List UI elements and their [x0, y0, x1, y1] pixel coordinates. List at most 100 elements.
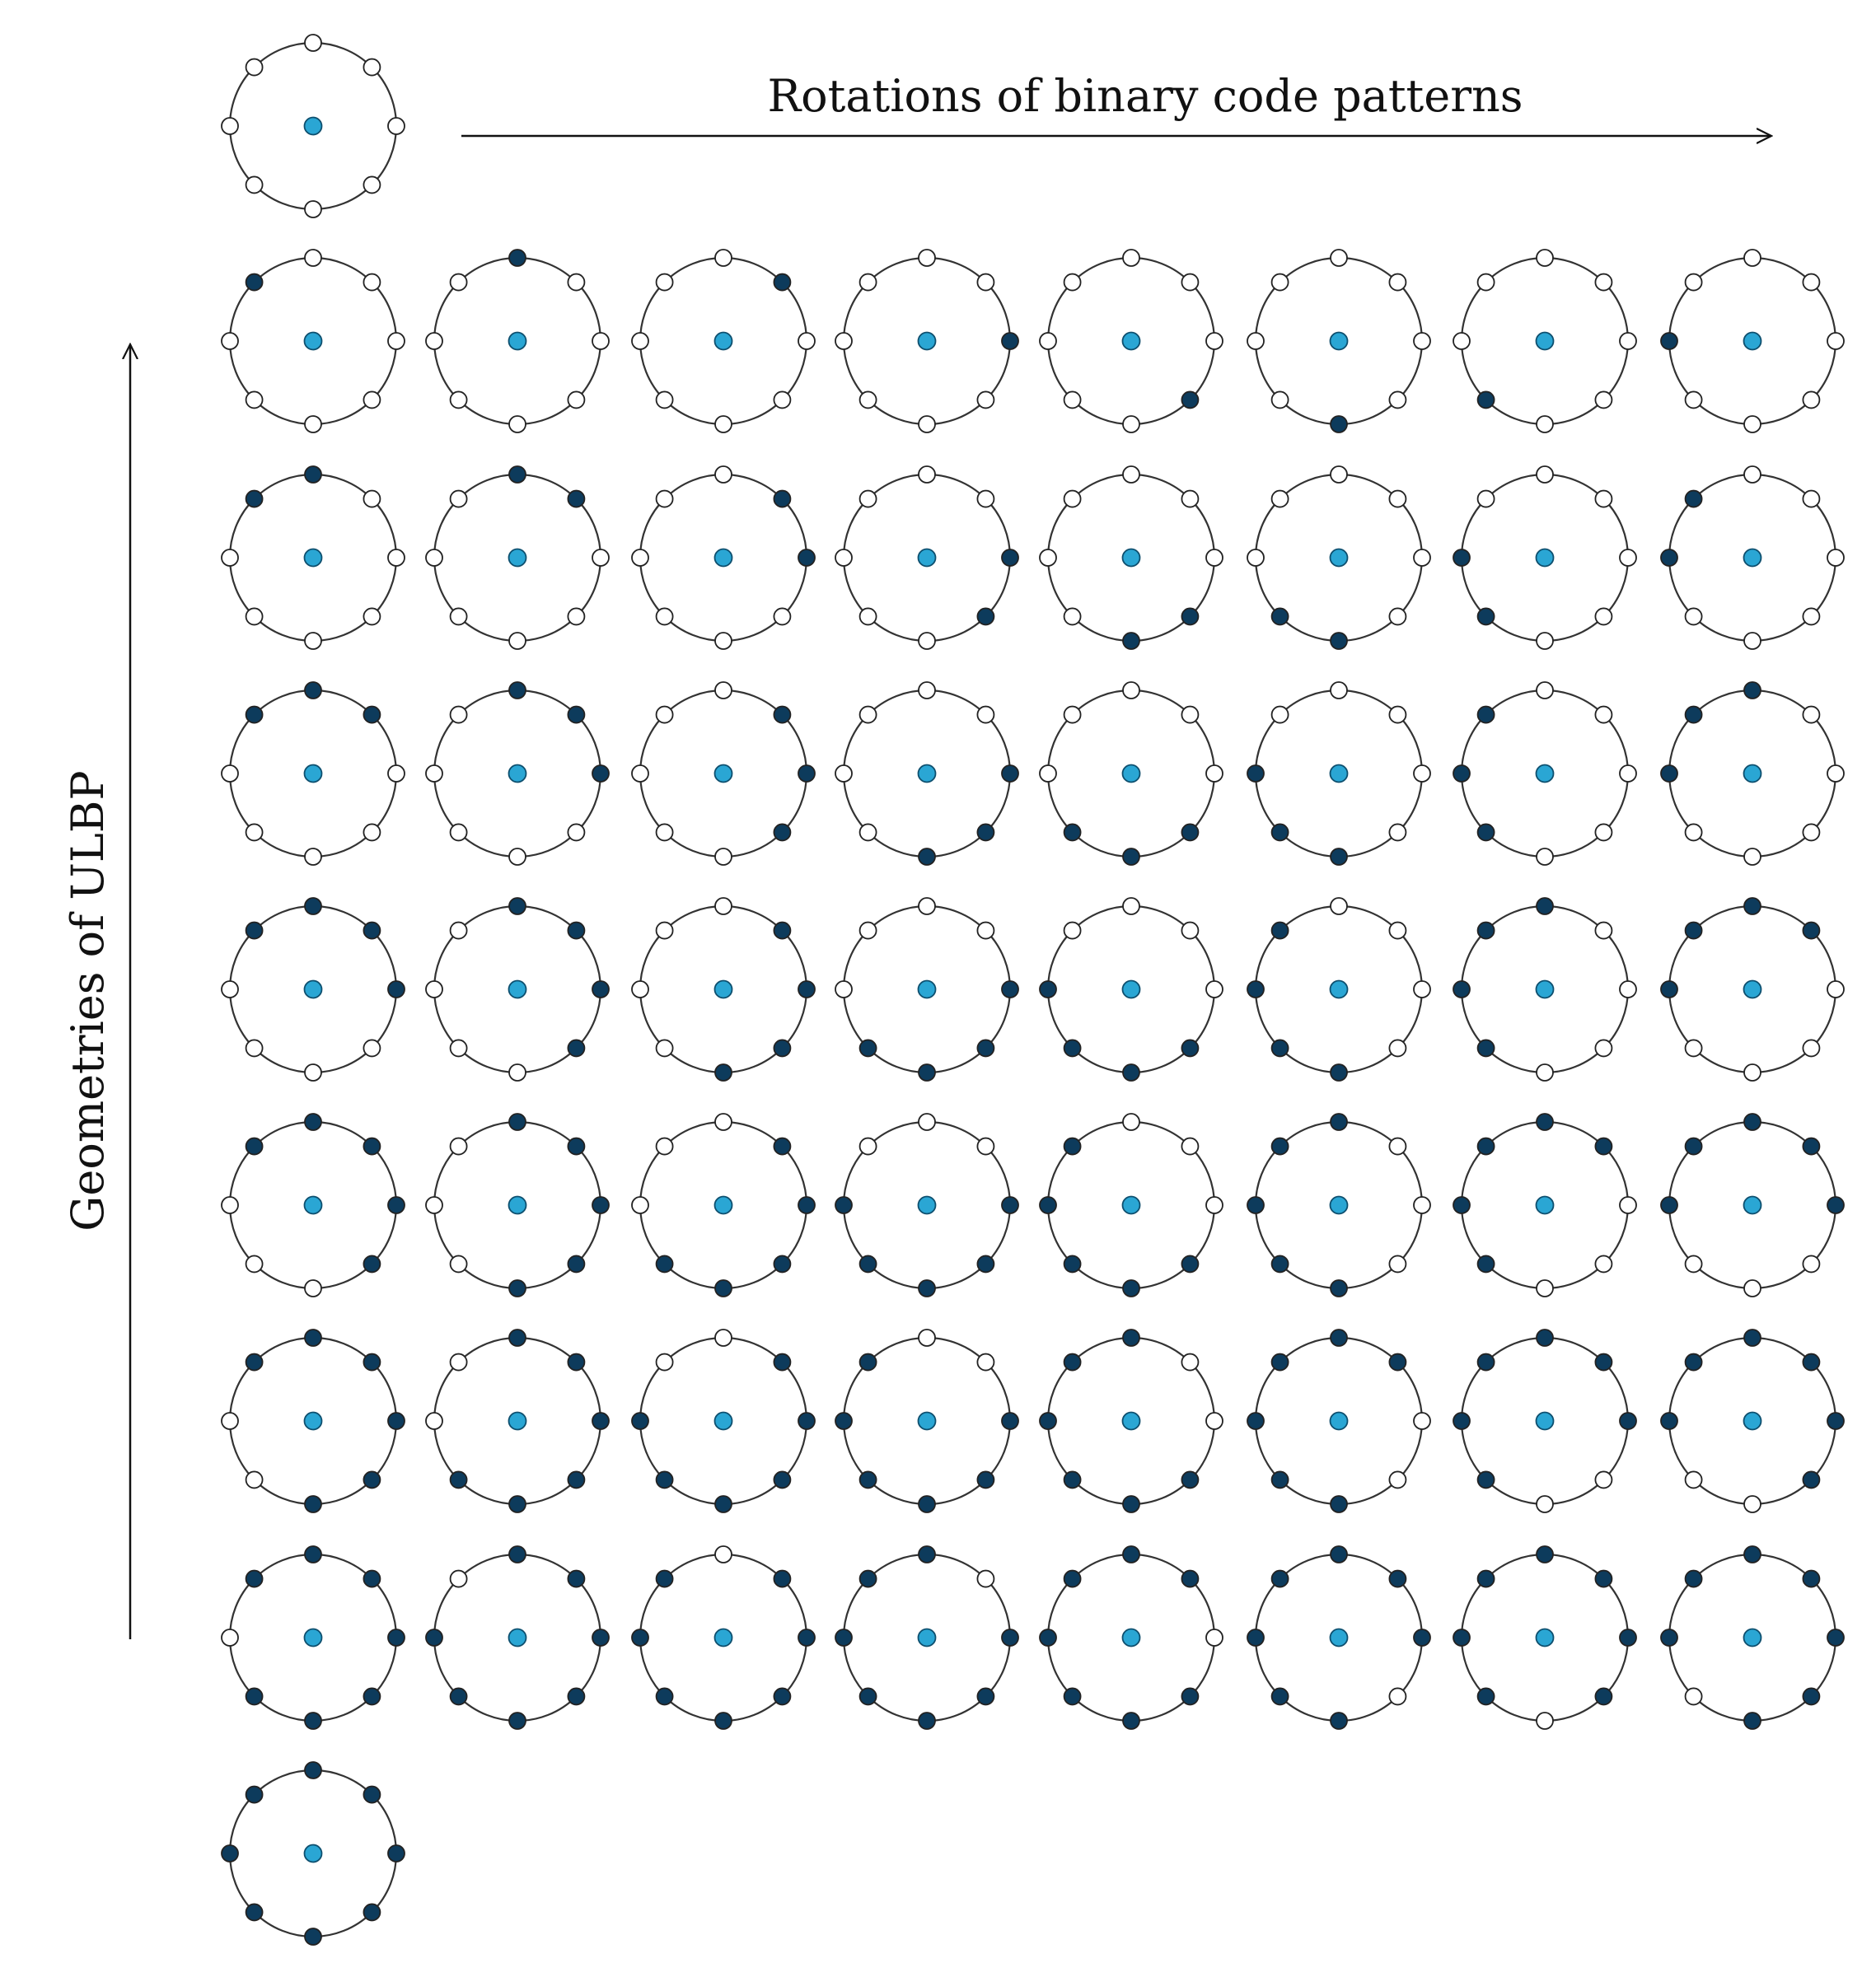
center-node: [1743, 979, 1762, 999]
active-neighbor-node: [567, 705, 586, 724]
center-node: [1121, 331, 1141, 351]
active-neighbor-node: [976, 1039, 995, 1058]
inactive-neighbor-node: [1181, 1137, 1200, 1156]
inactive-neighbor-node: [1594, 1255, 1613, 1274]
lbp-pattern-one-bit-8: [1660, 249, 1845, 433]
active-neighbor-node: [567, 1039, 586, 1058]
active-neighbor-node: [1270, 607, 1289, 626]
lbp-pattern-four-bit-2: [425, 897, 610, 1082]
center-node: [917, 548, 937, 568]
inactive-neighbor-node: [773, 607, 792, 626]
center-node: [1743, 548, 1762, 568]
lbp-pattern-three-bit-6: [1247, 681, 1431, 866]
active-neighbor-node: [592, 980, 610, 998]
center-node: [917, 331, 937, 351]
inactive-neighbor-node: [976, 1353, 995, 1372]
inactive-neighbor-node: [1684, 390, 1703, 409]
inactive-neighbor-node: [714, 1329, 732, 1347]
inactive-neighbor-node: [1619, 764, 1637, 783]
active-neighbor-node: [773, 1137, 792, 1156]
active-neighbor-node: [387, 1196, 405, 1214]
active-neighbor-node: [1330, 1279, 1348, 1297]
active-neighbor-node: [304, 1113, 322, 1131]
inactive-neighbor-node: [1684, 1470, 1703, 1489]
active-neighbor-node: [773, 823, 792, 842]
inactive-neighbor-node: [221, 117, 239, 135]
inactive-neighbor-node: [1388, 1470, 1407, 1489]
inactive-neighbor-node: [304, 34, 322, 52]
inactive-neighbor-node: [449, 273, 468, 292]
inactive-neighbor-node: [221, 1196, 239, 1214]
inactive-neighbor-node: [425, 1412, 443, 1430]
inactive-neighbor-node: [1802, 823, 1821, 842]
lbp-pattern-four-bit-6: [1247, 897, 1431, 1082]
inactive-neighbor-node: [714, 897, 732, 915]
active-neighbor-node: [425, 1629, 443, 1647]
lbp-pattern-four-bit-8: [1660, 897, 1845, 1082]
active-neighbor-node: [1181, 1470, 1200, 1489]
active-neighbor-node: [1330, 632, 1348, 650]
inactive-neighbor-node: [425, 1196, 443, 1214]
active-neighbor-node: [1181, 823, 1200, 842]
center-node: [303, 331, 323, 351]
inactive-neighbor-node: [1330, 897, 1348, 915]
active-neighbor-node: [1270, 1255, 1289, 1274]
lbp-pattern-one-bit-3: [631, 249, 816, 433]
center-node: [1535, 764, 1555, 783]
active-neighbor-node: [363, 921, 381, 940]
active-neighbor-node: [714, 1279, 732, 1297]
active-neighbor-node: [567, 1353, 586, 1372]
active-neighbor-node: [508, 897, 526, 915]
inactive-neighbor-node: [449, 1569, 468, 1588]
inactive-neighbor-node: [1536, 1279, 1554, 1297]
center-node: [1329, 1195, 1349, 1215]
active-neighbor-node: [1619, 1629, 1637, 1647]
active-neighbor-node: [592, 1412, 610, 1430]
inactive-neighbor-node: [304, 848, 322, 866]
center-node: [713, 1628, 733, 1648]
active-neighbor-node: [508, 1712, 526, 1730]
active-neighbor-node: [1453, 1412, 1471, 1430]
active-neighbor-node: [1802, 1569, 1821, 1588]
lbp-pattern-three-bit-3: [631, 681, 816, 866]
active-neighbor-node: [976, 823, 995, 842]
rotation-axis-label: Rotations of binary code patterns: [767, 70, 1523, 122]
active-neighbor-node: [1660, 1412, 1678, 1430]
inactive-neighbor-node: [1413, 764, 1431, 783]
inactive-neighbor-node: [655, 1353, 674, 1372]
active-neighbor-node: [1039, 1196, 1057, 1214]
active-neighbor-node: [592, 764, 610, 783]
inactive-neighbor-node: [387, 332, 405, 350]
active-neighbor-node: [1684, 1137, 1703, 1156]
active-neighbor-node: [1388, 1353, 1407, 1372]
active-neighbor-node: [1476, 1569, 1495, 1588]
active-neighbor-node: [1684, 1353, 1703, 1372]
active-neighbor-node: [1001, 1196, 1019, 1214]
center-node: [917, 1195, 937, 1215]
lbp-pattern-six-bit-3: [631, 1329, 816, 1513]
active-neighbor-node: [858, 1039, 877, 1058]
active-neighbor-node: [1039, 980, 1057, 998]
inactive-neighbor-node: [1684, 607, 1703, 626]
active-neighbor-node: [773, 273, 792, 292]
lbp-pattern-five-bit-8: [1660, 1113, 1845, 1297]
active-neighbor-node: [1270, 1470, 1289, 1489]
active-neighbor-node: [1476, 607, 1495, 626]
inactive-neighbor-node: [1802, 705, 1821, 724]
inactive-neighbor-node: [976, 1137, 995, 1156]
active-neighbor-node: [1122, 848, 1140, 866]
lbp-pattern-five-bit-7: [1453, 1113, 1637, 1297]
active-neighbor-node: [1743, 897, 1761, 915]
active-neighbor-node: [1247, 1629, 1265, 1647]
inactive-neighbor-node: [655, 390, 674, 409]
lbp-pattern-two-bit-6: [1247, 465, 1431, 650]
lbp-pattern-five-bit-4: [835, 1113, 1019, 1297]
inactive-neighbor-node: [1063, 921, 1082, 940]
active-neighbor-node: [1660, 980, 1678, 998]
inactive-neighbor-node: [1413, 549, 1431, 567]
active-neighbor-node: [1453, 1629, 1471, 1647]
lbp-pattern-four-bit-4: [835, 897, 1019, 1082]
center-node: [303, 116, 323, 136]
active-neighbor-node: [1476, 1137, 1495, 1156]
active-neighbor-node: [1122, 1329, 1140, 1347]
